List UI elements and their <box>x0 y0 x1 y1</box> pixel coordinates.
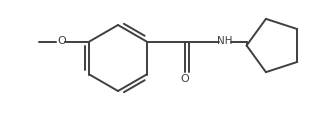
Text: O: O <box>180 75 189 85</box>
Text: NH: NH <box>217 36 232 46</box>
Text: O: O <box>57 36 66 46</box>
